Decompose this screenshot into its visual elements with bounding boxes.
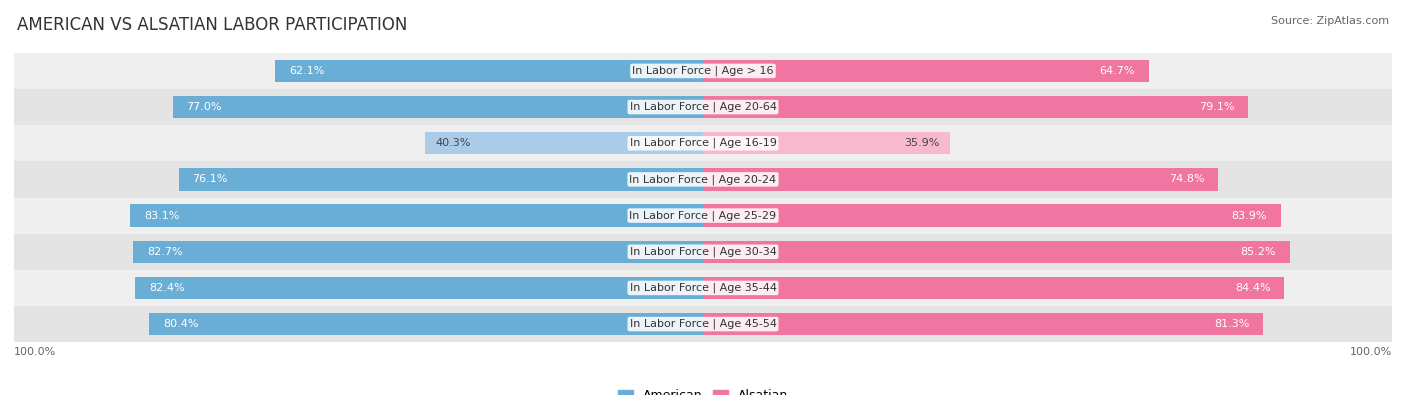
Text: 83.9%: 83.9% — [1232, 211, 1267, 220]
FancyBboxPatch shape — [276, 60, 703, 82]
FancyBboxPatch shape — [14, 270, 1392, 306]
Text: In Labor Force | Age 35-44: In Labor Force | Age 35-44 — [630, 283, 776, 293]
Text: In Labor Force | Age 45-54: In Labor Force | Age 45-54 — [630, 319, 776, 329]
FancyBboxPatch shape — [703, 204, 1281, 227]
FancyBboxPatch shape — [14, 125, 1392, 161]
Text: In Labor Force | Age 25-29: In Labor Force | Age 25-29 — [630, 210, 776, 221]
Text: 76.1%: 76.1% — [193, 175, 228, 184]
Text: 74.8%: 74.8% — [1168, 175, 1205, 184]
FancyBboxPatch shape — [703, 277, 1285, 299]
Text: AMERICAN VS ALSATIAN LABOR PARTICIPATION: AMERICAN VS ALSATIAN LABOR PARTICIPATION — [17, 16, 408, 34]
Text: 85.2%: 85.2% — [1240, 247, 1277, 257]
FancyBboxPatch shape — [131, 204, 703, 227]
Text: 79.1%: 79.1% — [1199, 102, 1234, 112]
Text: 100.0%: 100.0% — [14, 346, 56, 357]
Text: 62.1%: 62.1% — [290, 66, 325, 76]
FancyBboxPatch shape — [703, 168, 1219, 191]
FancyBboxPatch shape — [149, 313, 703, 335]
Text: 81.3%: 81.3% — [1213, 319, 1250, 329]
Text: 64.7%: 64.7% — [1099, 66, 1135, 76]
FancyBboxPatch shape — [703, 96, 1249, 118]
FancyBboxPatch shape — [703, 241, 1289, 263]
Legend: American, Alsatian: American, Alsatian — [613, 384, 793, 395]
Text: In Labor Force | Age 16-19: In Labor Force | Age 16-19 — [630, 138, 776, 149]
Text: 77.0%: 77.0% — [186, 102, 222, 112]
FancyBboxPatch shape — [134, 241, 703, 263]
FancyBboxPatch shape — [135, 277, 703, 299]
Text: In Labor Force | Age 20-24: In Labor Force | Age 20-24 — [630, 174, 776, 185]
FancyBboxPatch shape — [426, 132, 703, 154]
Text: 84.4%: 84.4% — [1234, 283, 1271, 293]
Text: In Labor Force | Age 30-34: In Labor Force | Age 30-34 — [630, 246, 776, 257]
Text: In Labor Force | Age > 16: In Labor Force | Age > 16 — [633, 66, 773, 76]
FancyBboxPatch shape — [14, 306, 1392, 342]
FancyBboxPatch shape — [173, 96, 703, 118]
Text: 100.0%: 100.0% — [1350, 346, 1392, 357]
Text: 35.9%: 35.9% — [904, 138, 941, 148]
Text: In Labor Force | Age 20-64: In Labor Force | Age 20-64 — [630, 102, 776, 112]
FancyBboxPatch shape — [14, 234, 1392, 270]
FancyBboxPatch shape — [14, 198, 1392, 234]
Text: 82.4%: 82.4% — [149, 283, 184, 293]
FancyBboxPatch shape — [14, 53, 1392, 89]
Text: Source: ZipAtlas.com: Source: ZipAtlas.com — [1271, 16, 1389, 26]
FancyBboxPatch shape — [14, 89, 1392, 125]
Text: 83.1%: 83.1% — [145, 211, 180, 220]
Text: 40.3%: 40.3% — [436, 138, 471, 148]
FancyBboxPatch shape — [703, 60, 1149, 82]
FancyBboxPatch shape — [703, 313, 1263, 335]
FancyBboxPatch shape — [14, 161, 1392, 198]
Text: 82.7%: 82.7% — [148, 247, 183, 257]
FancyBboxPatch shape — [703, 132, 950, 154]
FancyBboxPatch shape — [179, 168, 703, 191]
Text: 80.4%: 80.4% — [163, 319, 198, 329]
